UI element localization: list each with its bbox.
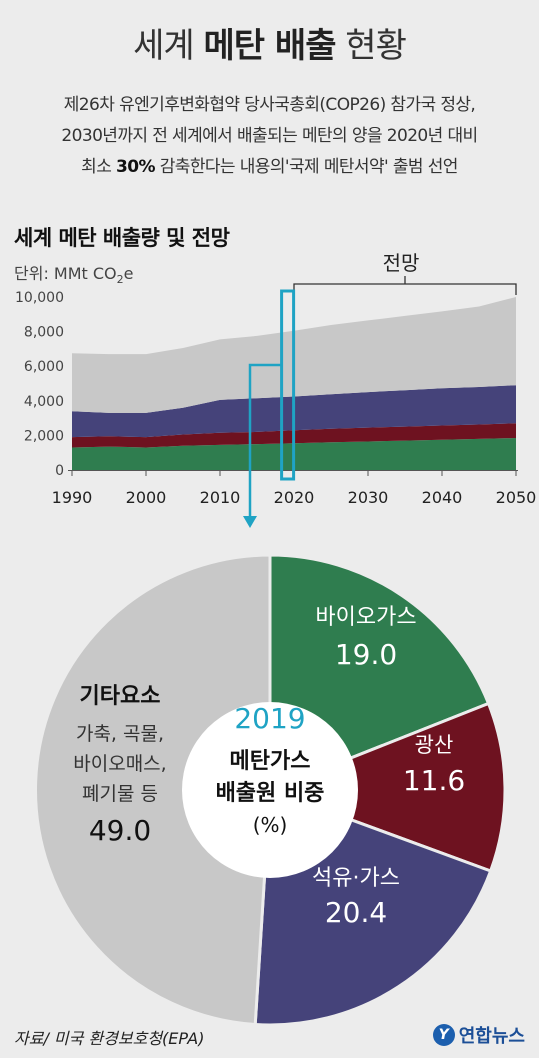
pie-detail-other: 바이오매스, — [73, 753, 166, 775]
pie-center-circle — [182, 702, 358, 878]
yonhap-logo-mark: Y — [432, 1024, 455, 1046]
page-title: 세계 메탄 배출 현황 — [0, 18, 539, 67]
pie-center-year: 2019 — [234, 702, 305, 735]
x-tick-label: 2000 — [126, 488, 167, 507]
unit-prefix: 단위: MMt CO — [14, 264, 117, 283]
intro-line-1: 제26차 유엔기후변화협약 당사국총회(COP26) 참가국 정상, — [63, 95, 476, 115]
title-post: 현황 — [345, 26, 407, 66]
title-pre: 세계 — [133, 26, 195, 66]
highlight-arrow-icon — [243, 516, 257, 528]
pie-value-biogas: 19.0 — [335, 638, 397, 671]
intro-line-3-post: 감축한다는 내용의'국제 메탄서약' 출범 선언 — [154, 157, 459, 177]
y-tick-label: 8,000 — [24, 325, 64, 341]
unit-sub: 2 — [116, 273, 124, 287]
source-note: 자료/ 미국 환경보호청(EPA) — [14, 1029, 205, 1048]
pie-label-biogas: 바이오가스 — [315, 605, 416, 630]
pie-label-other: 기타요소 — [80, 684, 161, 709]
highlight-connector — [248, 363, 282, 520]
y-tick-label: 0 — [55, 463, 64, 479]
yonhap-logo: Y 연합뉴스 — [432, 1022, 525, 1048]
pie-detail-other: 폐기물 등 — [82, 783, 158, 805]
pie-center-line-2: 배출원 비중 — [216, 781, 325, 806]
yonhap-logo-name: 연합뉴스 — [458, 1026, 525, 1047]
pie-detail-other: 가축, 곡물, — [76, 723, 164, 745]
title-bold: 메탄 배출 — [203, 26, 337, 66]
forecast-label: 전망 — [383, 251, 420, 275]
x-tick-label: 2010 — [200, 488, 241, 507]
pie-label-mining: 광산 — [415, 733, 454, 757]
x-tick-label: 2040 — [422, 488, 463, 507]
intro-line-3-pre: 최소 — [81, 157, 117, 177]
pie-value-other: 49.0 — [89, 814, 151, 847]
area-chart-title: 세계 메탄 배출량 및 전망 — [14, 226, 230, 250]
y-tick-label: 6,000 — [24, 359, 64, 375]
pie-value-mining: 11.6 — [403, 764, 465, 797]
intro-text: 제26차 유엔기후변화협약 당사국총회(COP26) 참가국 정상, 2030년… — [0, 90, 539, 183]
pie-value-oil-gas: 20.4 — [325, 896, 387, 929]
x-tick-label: 2020 — [274, 488, 315, 507]
forecast-bracket — [293, 283, 517, 295]
x-tick-label: 1990 — [52, 488, 93, 507]
pie-center-line-1: 메탄가스 — [230, 749, 311, 774]
pie-slice-other — [34, 553, 272, 1027]
highlight-2019-box — [280, 289, 296, 481]
intro-line-3: 최소 30% 감축한다는 내용의'국제 메탄서약' 출범 선언 — [0, 152, 539, 183]
intro-line-2: 2030년까지 전 세계에서 배출되는 메탄의 양을 2020년 대비 — [61, 126, 478, 146]
pie-center-line-3: (%) — [253, 813, 288, 837]
pie-label-oil-gas: 석유·가스 — [312, 866, 400, 891]
area-chart-unit: 단위: MMt CO2e — [14, 260, 134, 286]
pie-slice-mining — [265, 701, 507, 873]
y-tick-label: 4,000 — [24, 394, 64, 410]
y-tick-label: 2,000 — [24, 428, 64, 444]
x-tick-label: 2030 — [348, 488, 389, 507]
x-tick-label: 2050 — [496, 488, 537, 507]
unit-suffix: e — [123, 264, 134, 283]
y-tick-label: 10,000 — [15, 290, 64, 306]
intro-line-3-bold: 30% — [116, 157, 155, 177]
